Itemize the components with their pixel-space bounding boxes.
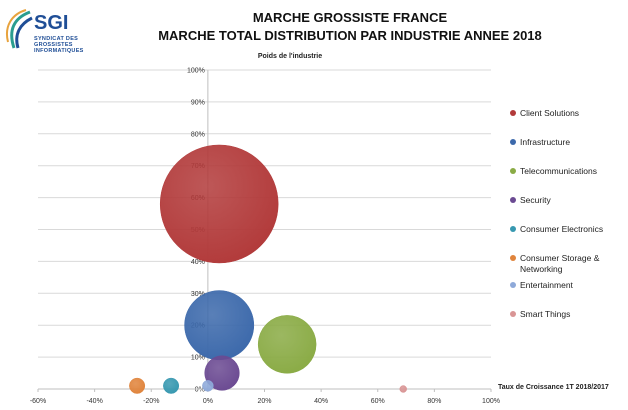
x-axis-label: Taux de Croissance 1T 2018/2017	[498, 384, 609, 391]
y-tick-label: 10%	[191, 355, 205, 362]
bubble-client-solutions	[159, 144, 279, 264]
x-tick-label: -40%	[86, 398, 102, 405]
x-tick-label: -60%	[30, 398, 46, 405]
legend-label: Client Solutions	[520, 108, 580, 118]
legend-marker	[510, 110, 516, 116]
legend-item: Security	[510, 195, 628, 206]
legend-marker	[510, 168, 516, 174]
y-tick-label: 0%	[195, 387, 205, 394]
legend-marker	[510, 255, 516, 261]
legend-label: Telecommunications	[520, 166, 598, 176]
logo-name: SGI	[34, 12, 69, 34]
bubble-security	[204, 355, 240, 391]
page-title-line2: MARCHE TOTAL DISTRIBUTION PAR INDUSTRIE …	[158, 28, 542, 43]
bubble-infrastructure	[184, 290, 255, 361]
sgi-logo: SGI Syndicat des Grossistes Informatique…	[4, 6, 114, 66]
legend-item: Consumer Electronics	[510, 224, 628, 235]
legend-item: Telecommunications	[510, 166, 628, 177]
y-tick-label: 90%	[191, 99, 205, 106]
x-tick-label: 40%	[314, 398, 328, 405]
x-tick-label: -20%	[143, 398, 159, 405]
bubble-consumer-electronics	[163, 377, 180, 394]
y-tick-label: 30%	[191, 291, 205, 298]
legend-label: Consumer Electronics	[520, 224, 604, 234]
logo-subtitle: Syndicat des Grossistes Informatiques	[34, 36, 84, 54]
x-tick-label: 80%	[427, 398, 441, 405]
chart-title: Poids de l'industrie	[257, 53, 323, 60]
page-title-line1: MARCHE GROSSISTE FRANCE	[252, 10, 448, 25]
legend-marker	[510, 139, 516, 145]
bubble-telecommunications	[257, 315, 317, 374]
bubble-smart-things	[399, 385, 407, 393]
logo-swoosh-icon	[6, 9, 33, 49]
y-tick-label: 100%	[187, 68, 205, 75]
legend-label: Smart Things	[520, 309, 571, 319]
legend-item: Client Solutions	[510, 108, 628, 119]
x-tick-label: 60%	[371, 398, 385, 405]
legend-label: Consumer Storage & Networking	[520, 253, 600, 274]
y-tick-label: 40%	[191, 259, 205, 266]
legend-marker	[510, 197, 516, 203]
legend-item: Consumer Storage & Networking	[510, 253, 628, 275]
legend-label: Infrastructure	[520, 137, 571, 147]
legend-marker	[510, 226, 516, 232]
legend-label: Security	[520, 195, 551, 205]
legend-marker	[510, 282, 516, 288]
legend-marker	[510, 311, 516, 317]
legend-item: Smart Things	[510, 309, 628, 320]
x-tick-label: 100%	[482, 398, 500, 405]
x-tick-label: 20%	[257, 398, 271, 405]
bubble-consumer-storage-networking	[129, 377, 146, 394]
x-tick-label: 0%	[203, 398, 213, 405]
bubble-entertainment	[202, 380, 214, 392]
legend-item: Infrastructure	[510, 137, 628, 148]
y-tick-label: 80%	[191, 131, 205, 138]
legend-item: Entertainment	[510, 280, 628, 291]
legend-label: Entertainment	[520, 280, 573, 290]
